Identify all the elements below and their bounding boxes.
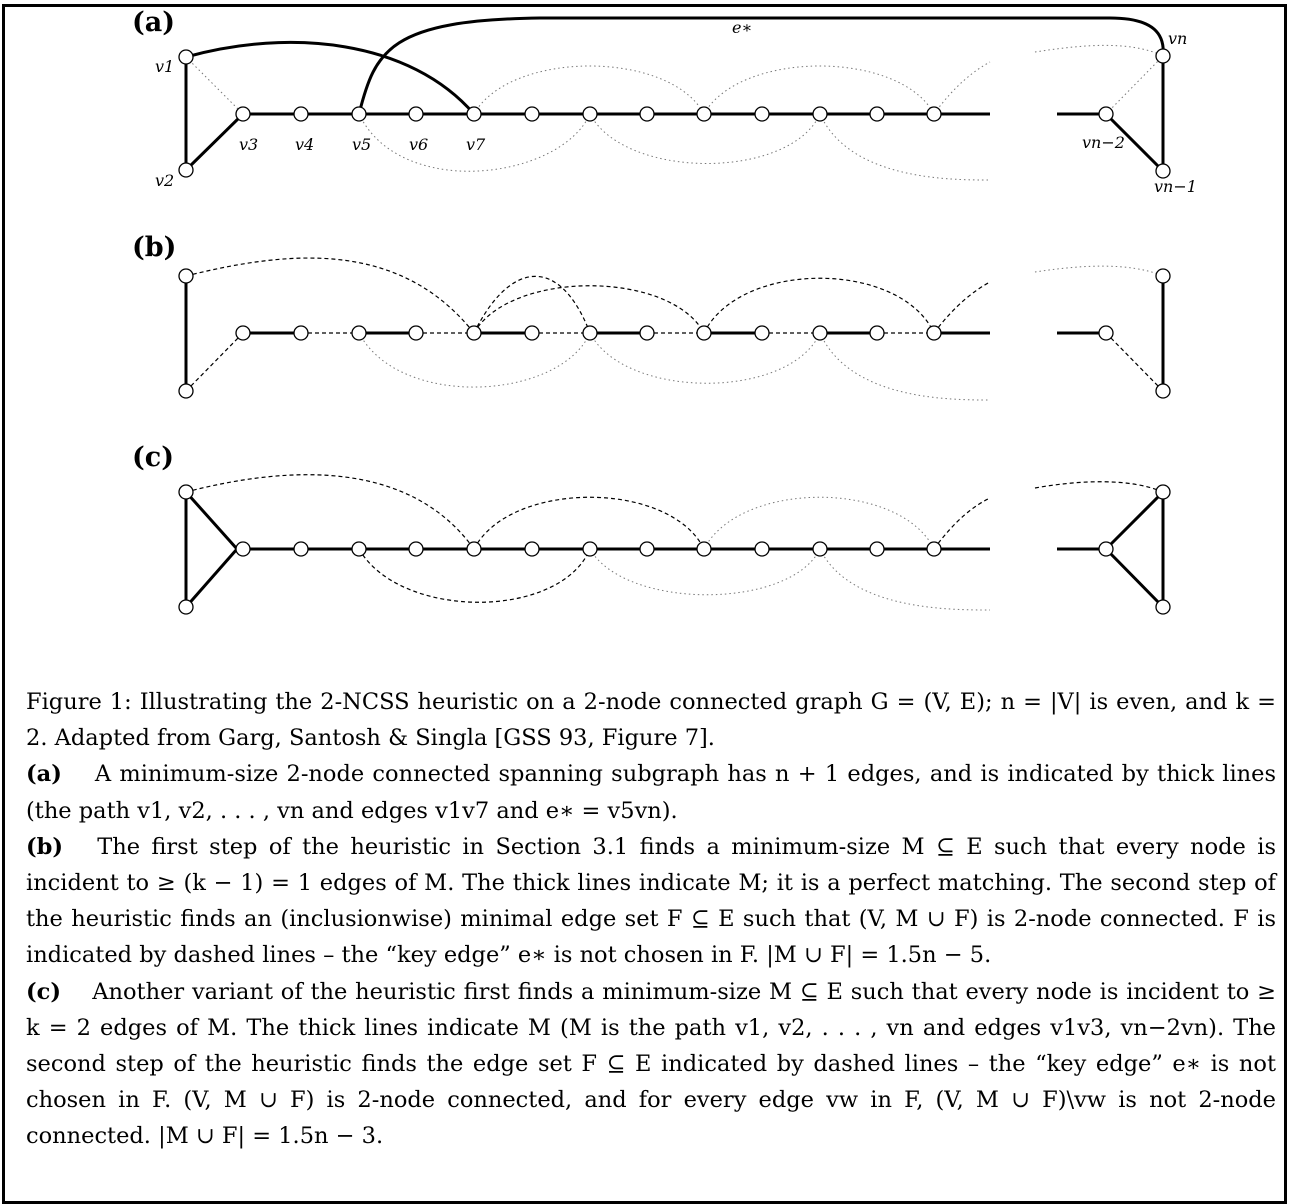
caption-part-b: (b) The first step of the heuristic in S… <box>26 829 1276 974</box>
panel-c-label: (c) <box>132 442 174 473</box>
label-vn-minus-2: vn−2 <box>1082 133 1125 152</box>
label-v4: v4 <box>295 135 314 154</box>
caption-part-c: (c) Another variant of the heuristic fir… <box>26 974 1276 1155</box>
graph-figure: (a) (b) (c) <box>132 7 1197 615</box>
caption-part-a: (a) A minimum-size 2-node connected span… <box>26 756 1276 828</box>
panel-a-graph: v1 v2 v3 v4 v5 v6 v7 vn vn−2 vn−1 e∗ <box>155 16 1197 196</box>
caption-a-text: A minimum-size 2-node connected spanning… <box>26 761 1276 824</box>
caption-intro: Figure 1: Illustrating the 2-NCSS heuris… <box>26 689 1276 752</box>
caption-a-label: (a) <box>26 761 62 788</box>
label-vn: vn <box>1168 29 1187 48</box>
label-v5: v5 <box>352 135 371 154</box>
label-v6: v6 <box>409 135 428 154</box>
panel-b-graph <box>178 257 1171 401</box>
caption-b-text: The first step of the heuristic in Secti… <box>26 833 1276 969</box>
panel-b-label: (b) <box>132 232 176 263</box>
caption-b-label: (b) <box>26 833 64 860</box>
panel-c-graph <box>178 474 1171 615</box>
caption-c-text: Another variant of the heuristic first f… <box>26 978 1277 1150</box>
label-v7: v7 <box>466 135 486 154</box>
label-e-star: e∗ <box>732 18 752 37</box>
label-v1: v1 <box>155 57 174 76</box>
label-v3: v3 <box>239 135 258 154</box>
label-vn-minus-1: vn−1 <box>1154 177 1197 196</box>
label-v2: v2 <box>155 171 174 190</box>
caption-c-label: (c) <box>26 978 61 1005</box>
figure-caption: Figure 1: Illustrating the 2-NCSS heuris… <box>26 684 1276 1155</box>
panel-a-label: (a) <box>132 7 175 38</box>
